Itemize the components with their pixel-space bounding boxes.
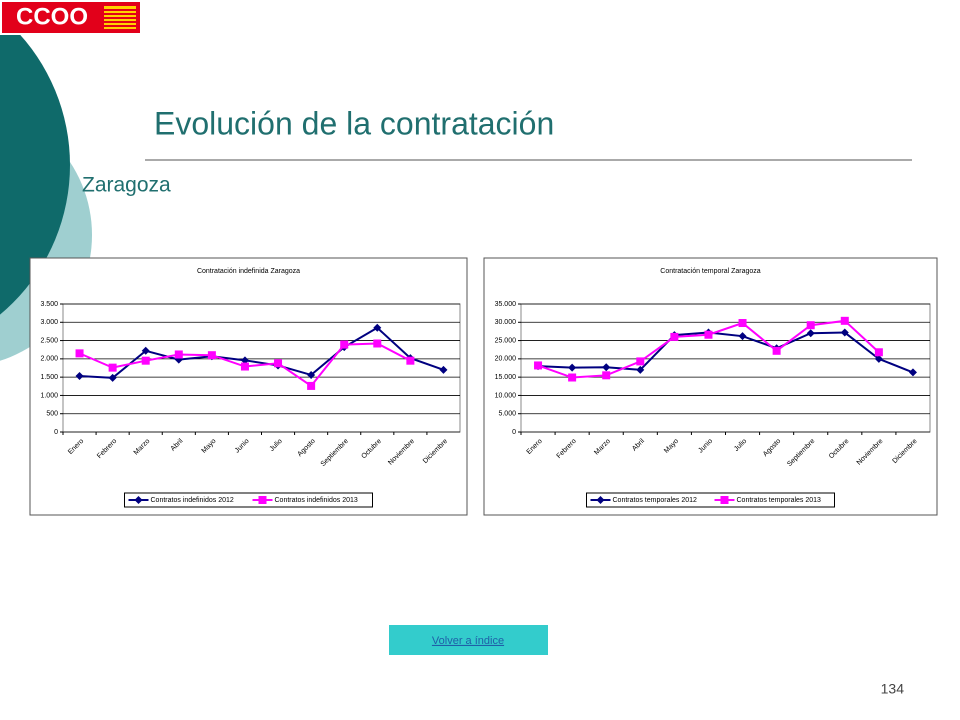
legend-label: Contratos temporales 2013	[737, 497, 822, 504]
chart-title: Contratación temporal Zaragoza	[660, 268, 760, 275]
marker	[874, 348, 883, 357]
chart-title: Contratación indefinida Zaragoza	[197, 268, 300, 275]
marker	[840, 316, 849, 325]
marker	[75, 349, 84, 358]
marker	[141, 346, 150, 355]
y-tick-label: 10.000	[495, 392, 517, 399]
y-tick-label: 1.500	[40, 374, 58, 381]
y-tick-label: 30.000	[495, 319, 517, 326]
marker	[840, 328, 849, 337]
marker	[141, 356, 150, 365]
marker	[772, 346, 781, 355]
plot-area	[62, 303, 461, 433]
marker	[602, 371, 611, 380]
y-tick-label: 15.000	[495, 374, 517, 381]
legend	[586, 492, 835, 508]
logo-flag-stripes	[104, 9, 136, 27]
y-tick-label: 25.000	[495, 337, 517, 344]
marker	[258, 496, 267, 504]
logo-text: CCOO	[16, 3, 88, 30]
marker	[373, 323, 382, 332]
marker	[704, 330, 713, 339]
marker	[908, 368, 917, 377]
legend-label: Contratos indefinidos 2012	[151, 497, 234, 504]
series-line	[79, 326, 444, 379]
y-tick-label: 500	[46, 411, 58, 418]
y-tick-label: 5.000	[498, 411, 516, 418]
marker	[568, 363, 577, 372]
y-tick-label: 3.000	[40, 319, 58, 326]
y-tick-label: 2.000	[40, 356, 58, 363]
y-tick-label: 1.000	[40, 392, 58, 399]
decor-circle	[0, 15, 70, 315]
y-tick-label: 3.500	[40, 301, 58, 308]
y-tick-label: 35.000	[495, 301, 517, 308]
chart: Contratación indefinida Zaragoza 0 500 1.00…	[29, 257, 468, 516]
legend	[124, 492, 373, 508]
back-button[interactable]	[389, 625, 548, 655]
marker	[75, 372, 84, 381]
marker	[596, 496, 605, 504]
y-tick-label: 0	[512, 429, 516, 436]
y-tick-label: 20.000	[495, 356, 517, 363]
marker	[439, 365, 448, 374]
slide-title: Evolución de la contratación	[154, 105, 554, 141]
marker	[307, 381, 316, 390]
marker	[720, 496, 729, 504]
legend-label: Contratos indefinidos 2013	[275, 497, 358, 504]
marker	[806, 321, 815, 330]
marker	[274, 359, 283, 368]
marker	[207, 351, 216, 360]
marker	[340, 340, 349, 349]
marker	[134, 496, 143, 504]
marker	[670, 332, 679, 341]
marker	[240, 362, 249, 371]
marker	[568, 373, 577, 382]
y-tick-label: 0	[54, 429, 58, 436]
marker	[738, 332, 747, 341]
marker	[806, 329, 815, 338]
marker	[602, 363, 611, 372]
slide-subtitle: Zaragoza	[82, 174, 171, 197]
marker	[108, 363, 117, 372]
marker	[373, 339, 382, 348]
marker	[636, 365, 645, 374]
chart: Contratación temporal Zaragoza 0 5.000 10.0…	[483, 257, 938, 516]
marker	[406, 356, 415, 365]
marker	[240, 356, 249, 365]
marker	[636, 357, 645, 366]
marker	[874, 354, 883, 363]
marker	[534, 361, 543, 370]
back-link[interactable]: Volver a índice	[432, 635, 504, 647]
y-tick-label: 2.500	[40, 337, 58, 344]
marker	[738, 319, 747, 328]
legend-label: Contratos temporales 2012	[613, 497, 698, 504]
series-line	[537, 331, 914, 374]
marker	[174, 350, 183, 359]
marker	[307, 370, 316, 379]
page-number: 134	[881, 681, 905, 697]
marker	[108, 373, 117, 382]
